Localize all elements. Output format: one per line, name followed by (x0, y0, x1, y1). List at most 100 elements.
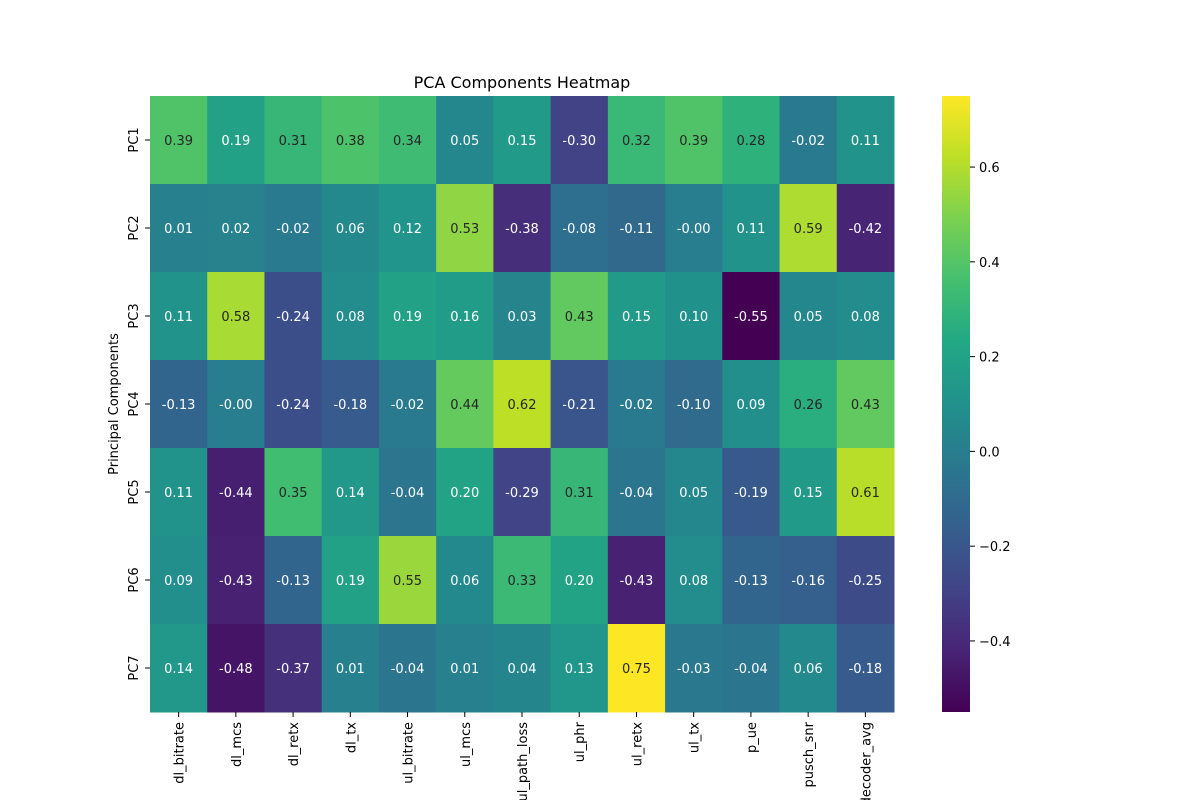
cell-value-label: 0.44 (450, 398, 479, 413)
heatmap-cell-pc6-ul_mcs (436, 536, 494, 625)
heatmap-cell-pc4-dl_mcs (207, 360, 265, 449)
heatmap-cell-pc1-ul_tx (665, 96, 723, 185)
cell-value-label: 0.12 (393, 222, 422, 237)
cell-value-label: 0.01 (164, 222, 193, 237)
cell-value-label: 0.20 (450, 486, 479, 501)
heatmap-cell-pc7-decoder_avg (836, 624, 895, 713)
colorbar-tick-label: 0.0 (979, 445, 1000, 460)
heatmap-cell-pc5-decoder_avg (836, 448, 895, 537)
cell-value-label: 0.04 (508, 662, 537, 677)
cell-value-label: 0.62 (508, 398, 537, 413)
cell-value-label: 0.11 (736, 222, 765, 237)
cell-value-label: -0.43 (219, 574, 253, 589)
heatmap-cell-pc4-ul_bitrate (378, 360, 437, 449)
heatmap-cell-pc4-ul_phr (550, 360, 609, 449)
heatmap-cell-pc5-ul_phr (550, 448, 609, 537)
cell-value-label: -0.00 (219, 398, 253, 413)
cell-value-label: -0.02 (620, 398, 654, 413)
heatmap-cell-pc4-dl_bitrate (150, 360, 208, 449)
column-label-ul_tx: ul_tx (688, 722, 703, 753)
cell-value-label: 0.19 (393, 310, 422, 325)
heatmap-cell-pc6-ul_phr (550, 536, 609, 625)
row-label-pc6: PC6 (127, 567, 142, 592)
cell-value-label: -0.30 (562, 134, 596, 149)
heatmap-cell-pc7-dl_bitrate (150, 624, 208, 713)
cell-value-label: 0.58 (221, 310, 250, 325)
cell-value-label: -0.02 (791, 134, 825, 149)
heatmap-cell-pc1-ul_path_loss (493, 96, 552, 185)
colorbar-tick-label: −0.2 (979, 540, 1011, 555)
heatmap-cell-pc2-ul_phr (550, 184, 609, 273)
cell-value-label: -0.04 (734, 662, 768, 677)
heatmap-cell-pc6-dl_retx (264, 536, 323, 625)
heatmap-cell-pc6-ul_retx (607, 536, 666, 625)
cell-value-label: -0.03 (677, 662, 711, 677)
cell-value-label: 0.06 (336, 222, 365, 237)
cell-value-label: -0.04 (620, 486, 654, 501)
cell-value-label: -0.37 (276, 662, 310, 677)
heatmap-cell-pc3-dl_mcs (207, 272, 265, 361)
heatmap-cell-pc2-ul_bitrate (378, 184, 437, 273)
heatmap-cell-pc4-ul_mcs (436, 360, 494, 449)
cell-value-label: 0.15 (794, 486, 823, 501)
heatmap-cell-pc6-p_ue (722, 536, 781, 625)
cell-value-label: 0.02 (221, 222, 250, 237)
cell-value-label: 0.13 (565, 662, 594, 677)
heatmap-cell-pc7-ul_mcs (436, 624, 494, 713)
heatmap-cell-pc5-ul_retx (607, 448, 666, 537)
cell-value-label: -0.42 (849, 222, 883, 237)
cell-value-label: -0.18 (849, 662, 883, 677)
cell-value-label: -0.10 (677, 398, 711, 413)
row-label-pc2: PC2 (127, 215, 142, 240)
cell-value-label: 0.31 (279, 134, 308, 149)
heatmap-cell-pc7-ul_path_loss (493, 624, 552, 713)
heatmap-cell-pc7-dl_retx (264, 624, 323, 713)
heatmap-cell-pc4-ul_retx (607, 360, 666, 449)
heatmap-cell-pc2-ul_mcs (436, 184, 494, 273)
heatmap-cell-pc1-decoder_avg (836, 96, 895, 185)
cell-value-label: 0.19 (336, 574, 365, 589)
cell-value-label: -0.24 (276, 310, 310, 325)
cell-value-label: -0.02 (276, 222, 310, 237)
cell-value-label: -0.11 (620, 222, 654, 237)
chart-title: PCA Components Heatmap (414, 73, 631, 92)
cell-value-label: 0.09 (164, 574, 193, 589)
heatmap-cell-pc4-pusch_snr (779, 360, 838, 449)
cell-value-label: 0.11 (164, 486, 193, 501)
cell-value-label: 0.09 (736, 398, 765, 413)
heatmap-cell-pc4-decoder_avg (836, 360, 895, 449)
column-label-dl_tx: dl_tx (344, 722, 359, 753)
heatmap-cell-pc6-pusch_snr (779, 536, 838, 625)
cell-value-label: 0.05 (679, 486, 708, 501)
column-label-dl_bitrate: dl_bitrate (173, 722, 188, 784)
heatmap-cell-pc5-dl_mcs (207, 448, 265, 537)
cell-value-label: -0.18 (333, 398, 367, 413)
heatmap-cell-pc7-p_ue (722, 624, 781, 713)
heatmap-cell-pc6-dl_mcs (207, 536, 265, 625)
cell-value-label: 0.20 (565, 574, 594, 589)
heatmap-cell-pc1-ul_retx (607, 96, 666, 185)
heatmap-cell-pc2-p_ue (722, 184, 781, 273)
column-label-decoder_avg: decoder_avg (859, 722, 874, 800)
column-label-ul_path_loss: ul_path_loss (516, 722, 531, 800)
heatmap-cell-pc7-ul_bitrate (378, 624, 437, 713)
cell-value-label: 0.08 (851, 310, 880, 325)
column-tick-labels: dl_bitrate dl_mcs dl_retx dl_tx ul_bitrate ul… (173, 712, 874, 800)
column-label-pusch_snr: pusch_snr (802, 721, 817, 787)
heatmap-cell-pc5-ul_tx (665, 448, 723, 537)
cell-value-label: 0.08 (336, 310, 365, 325)
heatmap-cell-pc5-ul_bitrate (378, 448, 437, 537)
heatmap-cell-pc5-p_ue (722, 448, 781, 537)
heatmap-cell-pc6-decoder_avg (836, 536, 895, 625)
colorbar-tick-label: 0.6 (979, 161, 1000, 176)
heatmap-cell-pc2-dl_retx (264, 184, 323, 273)
colorbar-gradient (942, 96, 970, 712)
cell-value-label: 0.19 (221, 134, 250, 149)
cell-value-label: -0.02 (391, 398, 425, 413)
heatmap-cell-pc2-pusch_snr (779, 184, 838, 273)
heatmap-cell-pc2-dl_mcs (207, 184, 265, 273)
column-label-ul_phr: ul_phr (573, 721, 588, 762)
column-label-dl_mcs: dl_mcs (230, 722, 245, 767)
cell-value-label: -0.25 (849, 574, 883, 589)
heatmap-cell-pc7-dl_tx (321, 624, 380, 713)
